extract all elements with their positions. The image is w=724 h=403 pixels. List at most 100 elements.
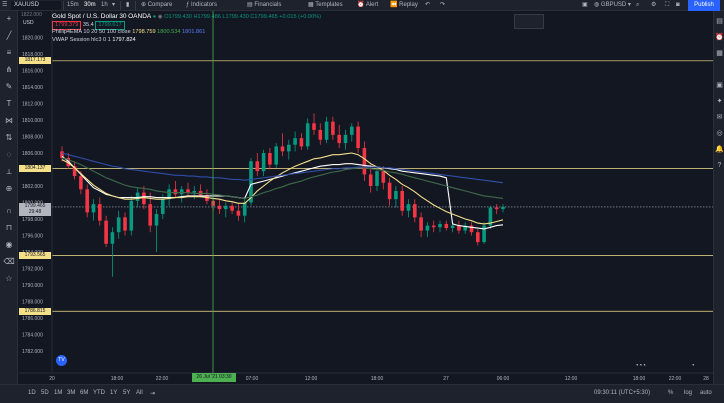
compare-button[interactable]: ⊕ Compare bbox=[141, 1, 172, 10]
ema-indicator-label[interactable]: Phillip4EMA 10 20 50 100 close bbox=[52, 29, 131, 35]
range-5y[interactable]: 5Y bbox=[123, 390, 131, 396]
log-scale-toggle[interactable]: log bbox=[684, 390, 693, 396]
candle-body bbox=[293, 138, 297, 145]
calendar-icon[interactable]: ▣ bbox=[716, 82, 723, 89]
candle-style-icon[interactable]: ▮ bbox=[126, 2, 130, 8]
notifications-icon[interactable]: 🔔 bbox=[715, 146, 724, 153]
go-to-date-icon[interactable]: ⇥ bbox=[150, 391, 156, 397]
legend-source: OANDA bbox=[128, 13, 152, 20]
redo-icon[interactable]: ↷ bbox=[440, 2, 446, 8]
candle-body bbox=[501, 206, 505, 210]
financials-button[interactable]: ▤ Financials bbox=[247, 1, 281, 10]
search-icon[interactable]: ⌕ bbox=[636, 2, 640, 8]
fullscreen-icon[interactable]: ⛶ bbox=[665, 2, 670, 8]
range-3m[interactable]: 3M bbox=[67, 390, 76, 396]
visibility-icon[interactable]: ◉ bbox=[5, 240, 13, 249]
price-label: 1808.000 bbox=[22, 135, 43, 141]
layout-icon[interactable]: ▣ bbox=[582, 2, 588, 8]
indicators-button[interactable]: ƒ Indicators bbox=[186, 1, 217, 10]
top-toolbar: ☰ XAUUSD 15m 30m 1h ▾ ▮ ⊕ Compare ƒ Indi… bbox=[0, 0, 724, 11]
ema-value-50: 1801.861 bbox=[182, 29, 206, 35]
currency-label[interactable]: USD bbox=[23, 20, 34, 26]
range-1m[interactable]: 1M bbox=[54, 390, 63, 396]
chart-layout-overlay[interactable] bbox=[514, 14, 544, 29]
candle-body bbox=[419, 217, 423, 231]
horizontal-line-icon[interactable]: ≡ bbox=[6, 48, 12, 57]
streams-icon[interactable]: ◎ bbox=[716, 130, 723, 137]
alert-button[interactable]: ⏰ Alert bbox=[357, 1, 378, 10]
interval-15m[interactable]: 15m bbox=[67, 2, 79, 8]
range-1y[interactable]: 1Y bbox=[110, 390, 118, 396]
chevron-down-icon[interactable]: ▾ bbox=[112, 2, 116, 8]
replay-button[interactable]: ⏪ Replay bbox=[390, 1, 418, 10]
range-5d[interactable]: 5D bbox=[41, 390, 49, 396]
ruler-icon[interactable]: ⟂ bbox=[6, 167, 12, 176]
text-icon[interactable]: T bbox=[6, 99, 12, 108]
ideas-icon[interactable]: ✦ bbox=[716, 98, 723, 105]
visibility-toggle-icon[interactable]: ◉ bbox=[157, 14, 163, 20]
symbol-title[interactable]: Gold Spot / U.S. Dollar bbox=[52, 13, 118, 20]
clock-timezone[interactable]: 09:30:11 (UTC+5:30) bbox=[594, 390, 651, 396]
candle-body bbox=[431, 225, 436, 228]
candle-body bbox=[72, 166, 77, 177]
time-axis[interactable]: 18:00 22:00 07:00 12:00 18:00 27 06:00 12:00 18:… bbox=[19, 372, 713, 382]
price-axis[interactable]: 1820.000 1818.000 1816.000 1814.000 1812.000… bbox=[19, 11, 53, 384]
candle-body bbox=[362, 148, 367, 175]
candle-body bbox=[305, 123, 310, 147]
range-ytd[interactable]: YTD bbox=[93, 390, 105, 396]
candle-body bbox=[494, 207, 499, 210]
horizontal-levels bbox=[52, 60, 713, 312]
pitchfork-icon[interactable]: ⋔ bbox=[5, 65, 13, 74]
chart-pane[interactable]: 1820.000 1818.000 1816.000 1814.000 1812.000… bbox=[19, 11, 713, 384]
alarm-icon[interactable]: ⏰ bbox=[715, 34, 724, 41]
candle-body bbox=[387, 182, 392, 200]
candle-body bbox=[236, 210, 241, 216]
range-1d[interactable]: 1D bbox=[28, 390, 36, 396]
interval-30m[interactable]: 30m bbox=[84, 2, 96, 8]
camera-icon[interactable]: ◙ bbox=[676, 2, 680, 8]
trend-line-icon[interactable]: ╱ bbox=[6, 31, 12, 40]
candle-body bbox=[274, 146, 278, 165]
publish-button[interactable]: Publish bbox=[688, 0, 720, 11]
pattern-icon[interactable]: ⋈ bbox=[5, 116, 13, 125]
brush-icon[interactable]: ✎ bbox=[5, 82, 13, 91]
market-status-icon: ● bbox=[152, 14, 157, 20]
price-label: 1798.000 bbox=[22, 217, 43, 223]
candlestick-chart[interactable]: 1820.000 1818.000 1816.000 1814.000 1812.000… bbox=[19, 11, 713, 384]
menu-icon[interactable]: ☰ bbox=[2, 2, 8, 8]
undo-icon[interactable]: ↶ bbox=[425, 2, 431, 8]
prediction-icon[interactable]: ⇅ bbox=[5, 133, 13, 142]
symbol-search[interactable]: XAUUSD bbox=[11, 1, 61, 10]
interval-1h[interactable]: 1h bbox=[101, 2, 108, 8]
percent-scale-toggle[interactable]: % bbox=[668, 390, 674, 396]
auto-scale-toggle[interactable]: auto bbox=[700, 390, 712, 396]
trash-icon[interactable]: ⌫ bbox=[3, 257, 15, 266]
account-button[interactable]: ◍ GBPUSD ▾ bbox=[594, 2, 631, 8]
tradingview-logo-icon[interactable]: TV bbox=[56, 355, 67, 366]
templates-button[interactable]: ▦ Templates bbox=[308, 1, 343, 10]
range-all[interactable]: All bbox=[136, 390, 143, 396]
range-6m[interactable]: 6M bbox=[80, 390, 89, 396]
economic-event-icons[interactable]: ◔◔◔ bbox=[635, 363, 646, 369]
magnet-icon[interactable]: ∩ bbox=[6, 206, 12, 215]
candle-body bbox=[154, 214, 159, 226]
crosshair-icon[interactable]: + bbox=[6, 14, 12, 23]
lock-icon[interactable]: ⊓ bbox=[5, 223, 13, 232]
candle-body bbox=[186, 189, 190, 193]
vwap-indicator-label[interactable]: VWAP Session hlc3 0 1 bbox=[52, 37, 111, 43]
candle-body bbox=[110, 232, 115, 244]
economic-event-icon[interactable]: ◔ bbox=[691, 363, 695, 369]
help-icon[interactable]: ? bbox=[717, 162, 722, 169]
candle-body bbox=[324, 121, 329, 140]
buy-button[interactable]: 1799.617 bbox=[95, 21, 125, 30]
time-label: 22:00 bbox=[669, 376, 682, 382]
zoom-icon[interactable]: ⊕ bbox=[5, 184, 13, 193]
cursor-time-label: 26 Jul '21 03:30 bbox=[192, 373, 236, 382]
chat-icon[interactable]: ✉ bbox=[716, 114, 723, 121]
data-window-icon[interactable]: ▦ bbox=[716, 50, 723, 57]
candle-body bbox=[476, 232, 480, 243]
settings-icon[interactable]: ⚙ bbox=[651, 2, 657, 8]
favorites-icon[interactable]: ☆ bbox=[5, 274, 13, 283]
watchlist-icon[interactable]: ▤ bbox=[716, 18, 723, 25]
shapes-icon[interactable]: ◌ bbox=[6, 150, 12, 159]
